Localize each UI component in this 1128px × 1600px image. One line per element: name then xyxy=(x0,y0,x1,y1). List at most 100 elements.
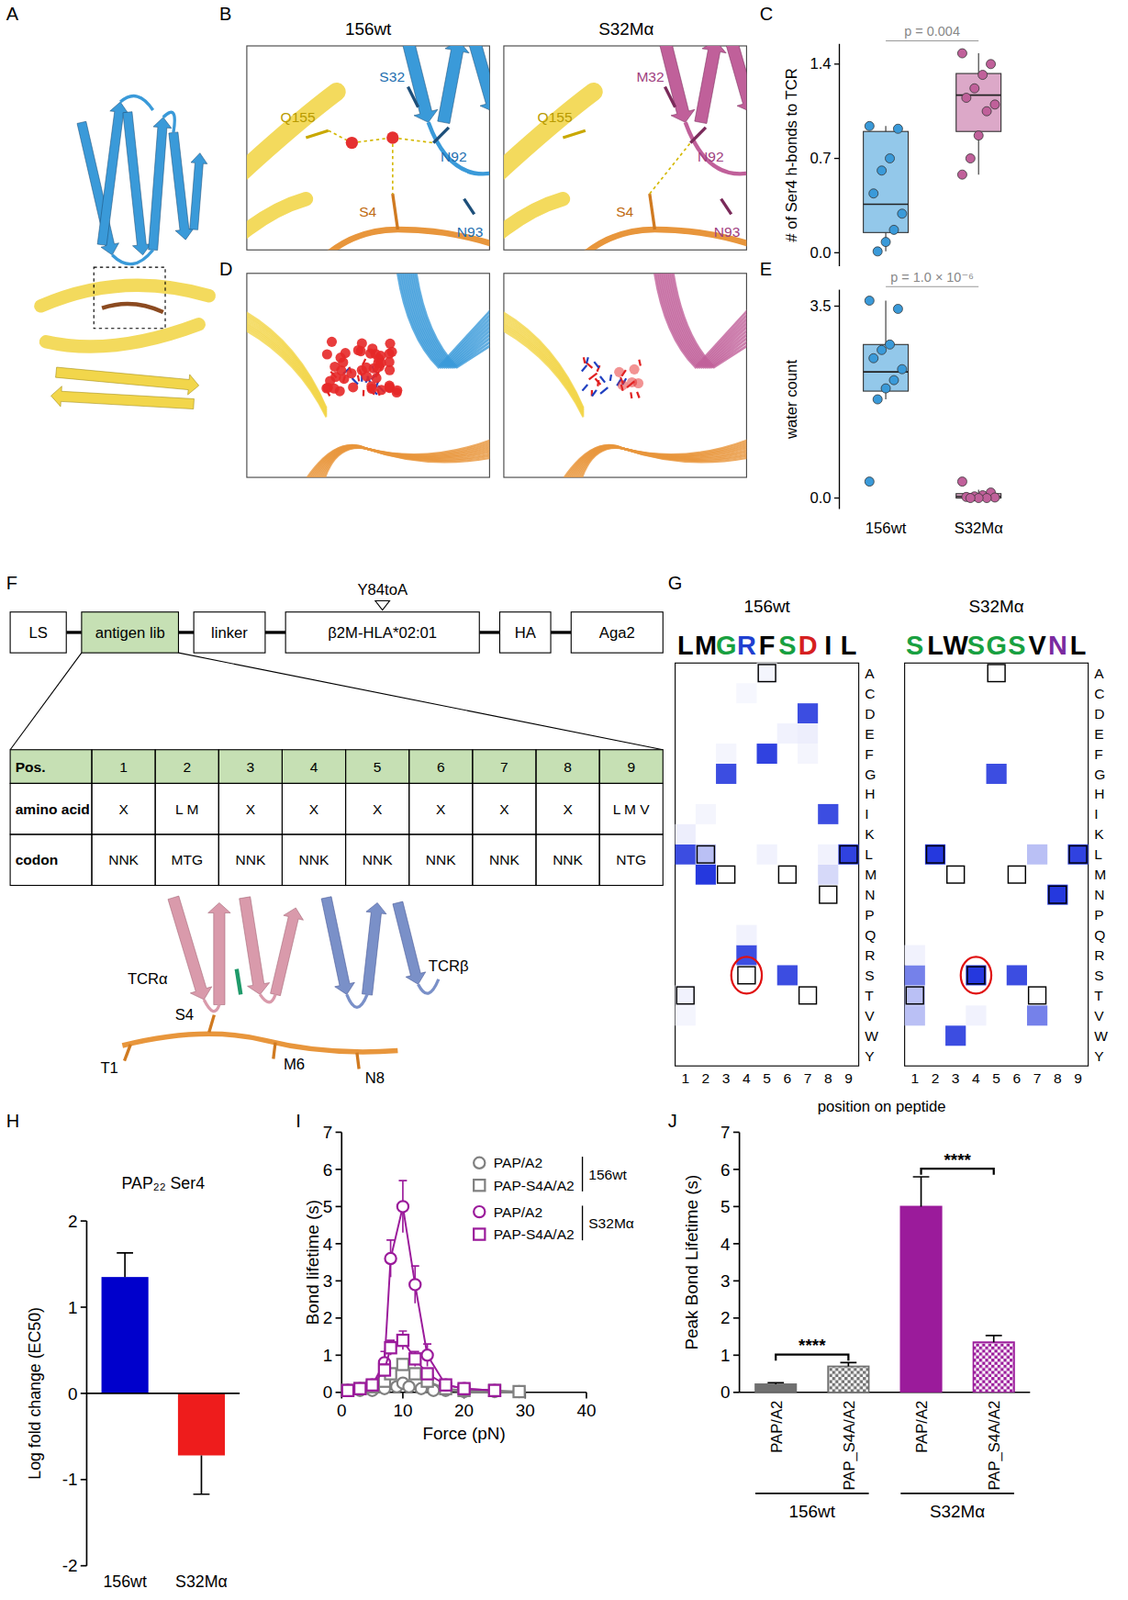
category-label: 156wt xyxy=(102,1572,146,1591)
peptide xyxy=(101,303,164,313)
row-label: I xyxy=(1094,805,1098,822)
tcr-trace xyxy=(412,273,490,368)
table-text: 9 xyxy=(626,759,636,775)
helix xyxy=(45,323,200,347)
point xyxy=(864,121,874,131)
y-axis xyxy=(838,290,840,510)
peptide xyxy=(122,1033,398,1052)
cell xyxy=(695,844,716,865)
error-bar xyxy=(993,1335,995,1342)
error-cap xyxy=(913,1175,930,1178)
structure-b xyxy=(503,45,747,250)
tcr-trace xyxy=(667,273,748,368)
marker xyxy=(409,1352,421,1364)
row-label: G xyxy=(864,766,876,782)
tick-label: 0 xyxy=(720,1382,731,1402)
table-header xyxy=(10,749,663,784)
point xyxy=(897,209,907,219)
tick xyxy=(733,1280,740,1283)
error-cap xyxy=(386,1339,395,1341)
helix-trace xyxy=(503,315,584,414)
table-cell xyxy=(599,749,663,784)
loop xyxy=(428,122,491,174)
point xyxy=(957,169,967,179)
cell xyxy=(817,864,838,885)
table-text: 5 xyxy=(373,759,382,775)
p-value: p = 0.004 xyxy=(904,23,961,39)
row-label: N xyxy=(864,886,875,903)
peptide-trace xyxy=(569,444,747,478)
table-cell xyxy=(599,782,663,835)
residue-label: Q155 xyxy=(280,109,316,125)
point xyxy=(973,131,983,141)
tcr-trace xyxy=(660,273,747,368)
point xyxy=(990,492,1000,503)
cell xyxy=(797,723,818,744)
peptide-trace xyxy=(322,447,490,478)
error-cap xyxy=(398,1179,407,1182)
table-text: NNK xyxy=(552,851,583,868)
tick xyxy=(733,1317,740,1319)
axis-title: position on peptide xyxy=(817,1097,947,1116)
zero-line xyxy=(86,1392,240,1395)
table-text: codon xyxy=(15,851,59,868)
panel-letter: C xyxy=(759,3,773,24)
line xyxy=(583,357,586,364)
segment-label: linker xyxy=(211,624,248,642)
native-residue xyxy=(1049,885,1067,904)
native-residue xyxy=(717,865,736,883)
tick-label: 30 xyxy=(515,1400,536,1420)
tick-label: 0 xyxy=(67,1384,78,1404)
native-residue xyxy=(987,664,1006,682)
row-label: Q xyxy=(864,926,876,943)
peptide-trace xyxy=(580,447,747,478)
beta-strand xyxy=(168,132,194,240)
segment-label: β2M-HLA*02:01 xyxy=(327,624,437,642)
legend-group: 156wt xyxy=(588,1166,627,1183)
line xyxy=(433,127,449,144)
row-label: H xyxy=(1094,785,1105,802)
panel-letter: A xyxy=(6,3,20,24)
cell xyxy=(817,804,838,825)
panel-title: 156wt xyxy=(345,19,392,39)
logo-letter: V xyxy=(1027,630,1047,660)
water xyxy=(391,387,403,398)
helix-trace xyxy=(503,320,584,415)
tick xyxy=(335,1317,343,1319)
helix xyxy=(503,91,594,179)
table-cell xyxy=(472,834,537,886)
table-text: X xyxy=(499,801,510,817)
tick-label: 3 xyxy=(323,1271,334,1291)
bar xyxy=(178,1393,225,1456)
plot-area xyxy=(863,48,1002,257)
error-cap xyxy=(398,1329,407,1332)
tcr-trace xyxy=(670,273,747,368)
tick xyxy=(834,157,840,159)
residue-label: N93 xyxy=(457,223,484,240)
beta-strand xyxy=(208,902,231,1005)
helix-trace xyxy=(246,320,327,415)
structure-label: M6 xyxy=(283,1055,305,1073)
tick-label: 7 xyxy=(323,1122,334,1142)
tick xyxy=(585,1392,588,1399)
peptide-trace xyxy=(313,446,490,478)
cell xyxy=(904,1005,926,1026)
line xyxy=(593,361,599,369)
table-text: 4 xyxy=(310,759,319,775)
tick-label: 2 xyxy=(67,1211,78,1231)
marker xyxy=(421,1367,433,1379)
marker xyxy=(421,1349,433,1361)
row-label: C xyxy=(864,685,875,702)
tick xyxy=(335,1131,343,1134)
table-text: amino acid xyxy=(15,801,90,817)
row-label: T xyxy=(1094,987,1104,1004)
panel-letter: F xyxy=(6,572,18,593)
beta-strand xyxy=(437,45,470,124)
row-label: G xyxy=(1094,766,1106,782)
plot-area xyxy=(755,1176,1015,1393)
significance: **** xyxy=(943,1150,972,1170)
logo-letter: W xyxy=(943,630,970,660)
tick-label: 5 xyxy=(323,1196,334,1217)
marker xyxy=(402,1381,414,1393)
table-cell xyxy=(91,834,156,886)
